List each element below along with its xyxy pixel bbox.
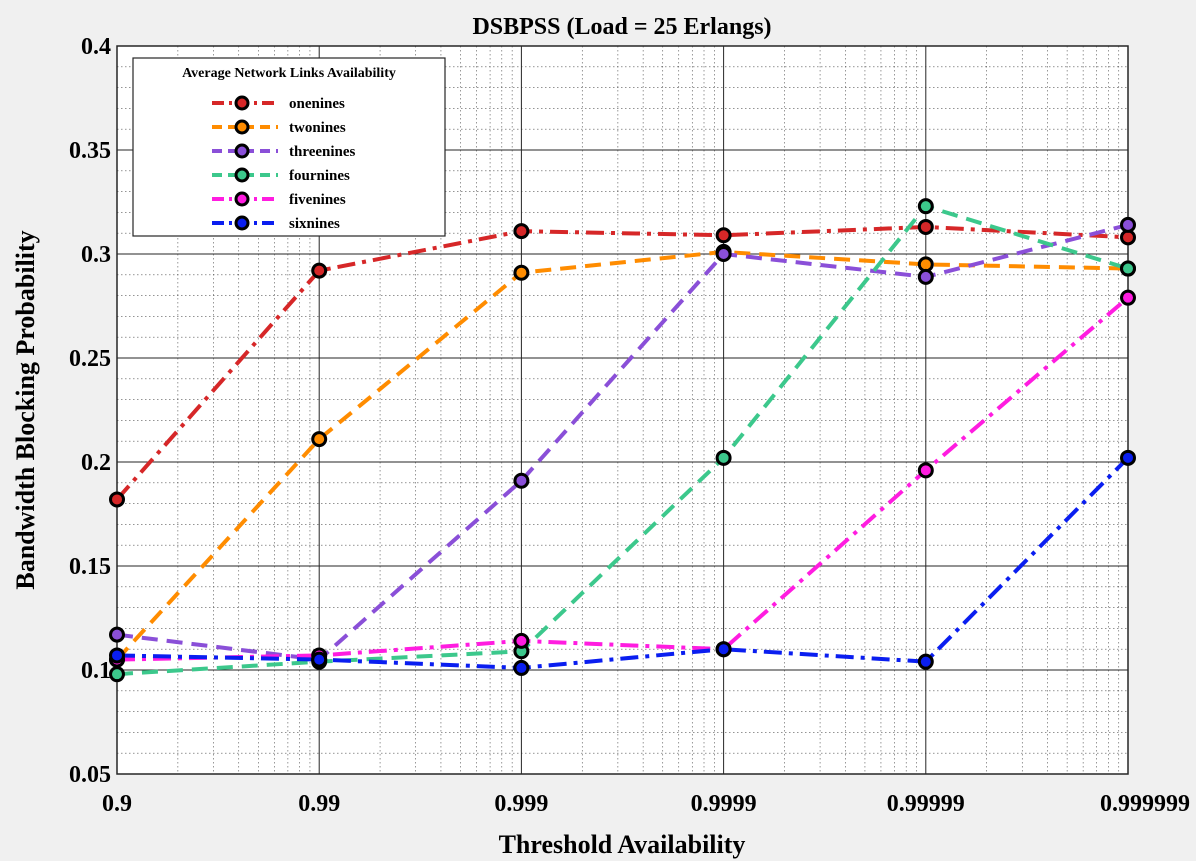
series-line-fivenines <box>116 296 1130 662</box>
y-axis-label: Bandwidth Blocking Probability <box>11 230 40 589</box>
y-tick-label: 0.25 <box>69 346 111 372</box>
chart-title: DSBPSS (Load = 25 Erlangs) <box>472 14 771 40</box>
legend-marker-onenines <box>234 95 250 111</box>
data-point-sixnines <box>715 641 732 658</box>
series-line-sixnines <box>116 456 1130 670</box>
x-tick-label: 0.999 <box>494 791 548 817</box>
legend-marker-twonines <box>234 119 250 135</box>
y-tick-label: 0.35 <box>69 138 111 164</box>
data-point-sixnines <box>311 651 328 668</box>
data-point-threenines <box>715 246 732 262</box>
legend-label-fivenines: fivenines <box>289 192 346 208</box>
data-point-fivenines <box>917 462 934 479</box>
data-point-fivenines <box>513 632 530 649</box>
data-point-twonines <box>513 264 530 281</box>
series-points <box>109 198 1136 683</box>
data-point-fournines <box>917 198 934 215</box>
plot-border <box>116 45 1129 775</box>
x-tick-label: 0.9999 <box>691 791 757 817</box>
data-point-onenines <box>513 223 530 240</box>
y-tick-label: 0.4 <box>81 34 111 60</box>
legend-marker-sixnines <box>234 215 250 231</box>
x-tick-label: 0.9 <box>102 791 132 817</box>
y-tick-label: 0.2 <box>81 450 111 476</box>
data-point-threenines <box>109 626 125 643</box>
data-point-threenines <box>1120 216 1136 233</box>
y-tick-label: 0.1 <box>81 658 111 684</box>
legend-label-onenines: onenines <box>289 96 345 112</box>
x-tick-label: 0.99999 <box>887 791 965 817</box>
x-tick-label: 0.99 <box>298 791 340 817</box>
series-line-twonines <box>115 249 1129 661</box>
data-point-onenines <box>917 218 934 235</box>
data-point-fournines <box>109 666 125 683</box>
data-point-onenines <box>311 262 328 279</box>
y-tick-label: 0.15 <box>69 554 111 580</box>
x-axis-label: Threshold Availability <box>499 830 746 859</box>
data-point-fournines <box>715 449 732 466</box>
data-point-fournines <box>1120 260 1136 277</box>
y-tick-label: 0.3 <box>81 242 111 268</box>
legend-marker-fournines <box>234 167 250 183</box>
legend-items: onenines twonines threenines fournines fiven… <box>212 95 356 232</box>
data-point-onenines <box>715 227 732 244</box>
data-point-sixnines <box>109 647 125 664</box>
x-tick-label: 0.999999 <box>1100 791 1190 817</box>
data-point-fivenines <box>1120 289 1136 306</box>
legend-marker-threenines <box>234 143 250 159</box>
legend-label-fournines: fournines <box>289 168 350 184</box>
legend-label-threenines: threenines <box>289 144 356 160</box>
legend: Average Network Links Availability oneni… <box>132 57 446 237</box>
data-point-threenines <box>917 268 934 285</box>
series-line-threenines <box>116 222 1129 662</box>
series-lines <box>115 204 1130 677</box>
legend-title: Average Network Links Availability <box>182 66 396 81</box>
data-point-twonines <box>311 431 328 448</box>
data-point-sixnines <box>917 653 934 670</box>
legend-label-sixnines: sixnines <box>289 216 340 232</box>
legend-label-twonines: twonines <box>289 120 346 136</box>
y-axis: 0.05 0.1 0.15 0.2 0.25 0.3 0.35 0.4 <box>69 34 111 788</box>
legend-box <box>132 57 446 237</box>
data-point-sixnines <box>1120 449 1136 466</box>
data-point-threenines <box>513 472 530 489</box>
y-tick-label: 0.05 <box>69 762 111 788</box>
x-axis: 0.9 0.99 0.999 0.9999 0.99999 0.999999 <box>102 791 1190 817</box>
data-point-sixnines <box>513 659 530 676</box>
data-point-onenines <box>109 491 125 508</box>
legend-marker-fivenines <box>234 191 250 207</box>
series-line-onenines <box>115 224 1129 501</box>
